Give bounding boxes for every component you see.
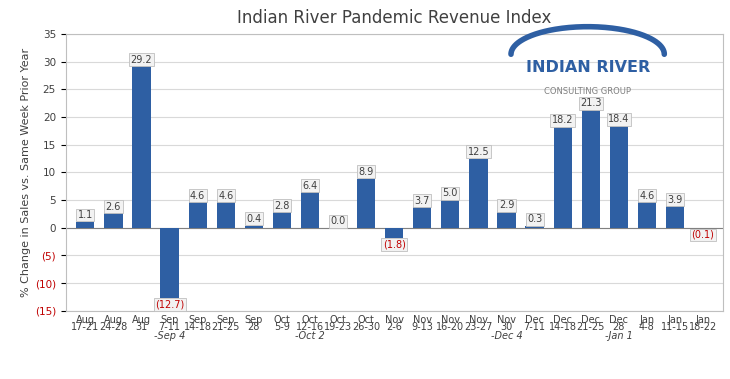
Text: 26-30: 26-30 <box>352 323 380 332</box>
Bar <box>245 226 263 228</box>
Text: 28: 28 <box>612 323 625 332</box>
Bar <box>441 200 459 228</box>
Text: 1.1: 1.1 <box>77 210 93 220</box>
Text: Nov: Nov <box>441 315 460 325</box>
Text: 5.0: 5.0 <box>442 188 458 199</box>
Text: 4.6: 4.6 <box>218 191 234 200</box>
Text: 2.9: 2.9 <box>499 200 514 210</box>
Bar <box>132 66 150 228</box>
Text: Nov: Nov <box>497 315 516 325</box>
Bar <box>273 212 291 228</box>
Bar <box>188 202 207 228</box>
Bar <box>497 212 515 228</box>
Text: Dec: Dec <box>581 315 600 325</box>
Text: 7-11: 7-11 <box>523 323 545 332</box>
Text: 0.3: 0.3 <box>527 215 542 224</box>
Text: Oct: Oct <box>358 315 374 325</box>
Bar <box>161 228 179 298</box>
Bar <box>553 127 572 228</box>
Text: 5-9: 5-9 <box>274 323 290 332</box>
Bar <box>385 228 404 238</box>
Text: Sep: Sep <box>217 315 235 325</box>
Text: 9-13: 9-13 <box>411 323 433 332</box>
Text: 12-16: 12-16 <box>296 323 324 332</box>
Text: 2.6: 2.6 <box>106 202 121 212</box>
Text: (12.7): (12.7) <box>155 300 184 310</box>
Text: 18.4: 18.4 <box>608 114 629 124</box>
Text: 16-20: 16-20 <box>437 323 464 332</box>
Text: Oct: Oct <box>274 315 291 325</box>
Text: Nov: Nov <box>412 315 431 325</box>
Text: Oct: Oct <box>330 315 347 325</box>
Text: 14-18: 14-18 <box>549 323 577 332</box>
Bar <box>582 110 600 228</box>
Bar <box>301 193 319 228</box>
Text: Jan: Jan <box>639 315 655 325</box>
Text: 4-8: 4-8 <box>639 323 655 332</box>
Text: 0.4: 0.4 <box>246 214 261 224</box>
Text: 7-11: 7-11 <box>158 323 180 332</box>
Text: Jan: Jan <box>696 315 710 325</box>
Text: 0.0: 0.0 <box>331 216 346 226</box>
Text: INDIAN RIVER: INDIAN RIVER <box>526 60 650 75</box>
Text: Sep: Sep <box>245 315 263 325</box>
Bar <box>638 202 656 228</box>
Text: Jan: Jan <box>667 315 683 325</box>
Text: 18-22: 18-22 <box>689 323 717 332</box>
Text: 21.3: 21.3 <box>580 98 602 108</box>
Text: 18.2: 18.2 <box>552 116 573 125</box>
Text: 8.9: 8.9 <box>358 167 374 177</box>
Text: Aug: Aug <box>104 315 123 325</box>
Text: -Jan 1: -Jan 1 <box>605 331 633 341</box>
Text: 4.6: 4.6 <box>639 191 655 200</box>
Text: 23-27: 23-27 <box>464 323 493 332</box>
Text: 24-28: 24-28 <box>99 323 128 332</box>
Bar <box>666 206 684 228</box>
Text: 14-18: 14-18 <box>184 323 212 332</box>
Text: Nov: Nov <box>469 315 488 325</box>
Text: Aug: Aug <box>76 315 95 325</box>
Bar <box>104 213 123 228</box>
Text: -Oct 2: -Oct 2 <box>295 331 325 341</box>
Y-axis label: % Change in Sales vs. Same Week Prior Year: % Change in Sales vs. Same Week Prior Ye… <box>20 48 31 297</box>
Text: 30: 30 <box>500 323 512 332</box>
Text: 12.5: 12.5 <box>468 147 489 157</box>
Text: 21-25: 21-25 <box>212 323 240 332</box>
Text: 2.8: 2.8 <box>274 200 290 211</box>
Text: (1.8): (1.8) <box>383 240 406 249</box>
Text: 19-23: 19-23 <box>324 323 352 332</box>
Bar <box>76 222 94 228</box>
Text: 29.2: 29.2 <box>131 55 153 64</box>
Bar <box>526 226 544 228</box>
Text: 2-6: 2-6 <box>386 323 402 332</box>
Text: CONSULTING GROUP: CONSULTING GROUP <box>544 87 631 96</box>
Text: Sep: Sep <box>161 315 179 325</box>
Text: (0.1): (0.1) <box>691 230 715 240</box>
Text: 3.7: 3.7 <box>415 196 430 206</box>
Text: Nov: Nov <box>385 315 404 325</box>
Bar <box>610 126 628 228</box>
Text: 17-21: 17-21 <box>72 323 99 332</box>
Text: 21-25: 21-25 <box>577 323 605 332</box>
Bar <box>217 202 235 228</box>
Text: Aug: Aug <box>132 315 151 325</box>
Text: 3.9: 3.9 <box>667 194 683 205</box>
Bar <box>413 207 431 228</box>
Text: Dec: Dec <box>610 315 629 325</box>
Title: Indian River Pandemic Revenue Index: Indian River Pandemic Revenue Index <box>237 9 551 27</box>
Text: Dec: Dec <box>525 315 544 325</box>
Text: 11-15: 11-15 <box>661 323 689 332</box>
Text: 28: 28 <box>247 323 260 332</box>
Text: Sep: Sep <box>188 315 207 325</box>
Text: Dec: Dec <box>553 315 572 325</box>
Bar <box>469 158 488 228</box>
Text: 31: 31 <box>135 323 147 332</box>
Text: -Dec 4: -Dec 4 <box>491 331 523 341</box>
Text: -Sep 4: -Sep 4 <box>154 331 185 341</box>
Text: 6.4: 6.4 <box>302 181 318 191</box>
Bar <box>357 179 375 228</box>
Text: 4.6: 4.6 <box>190 191 205 200</box>
Text: Oct: Oct <box>301 315 318 325</box>
